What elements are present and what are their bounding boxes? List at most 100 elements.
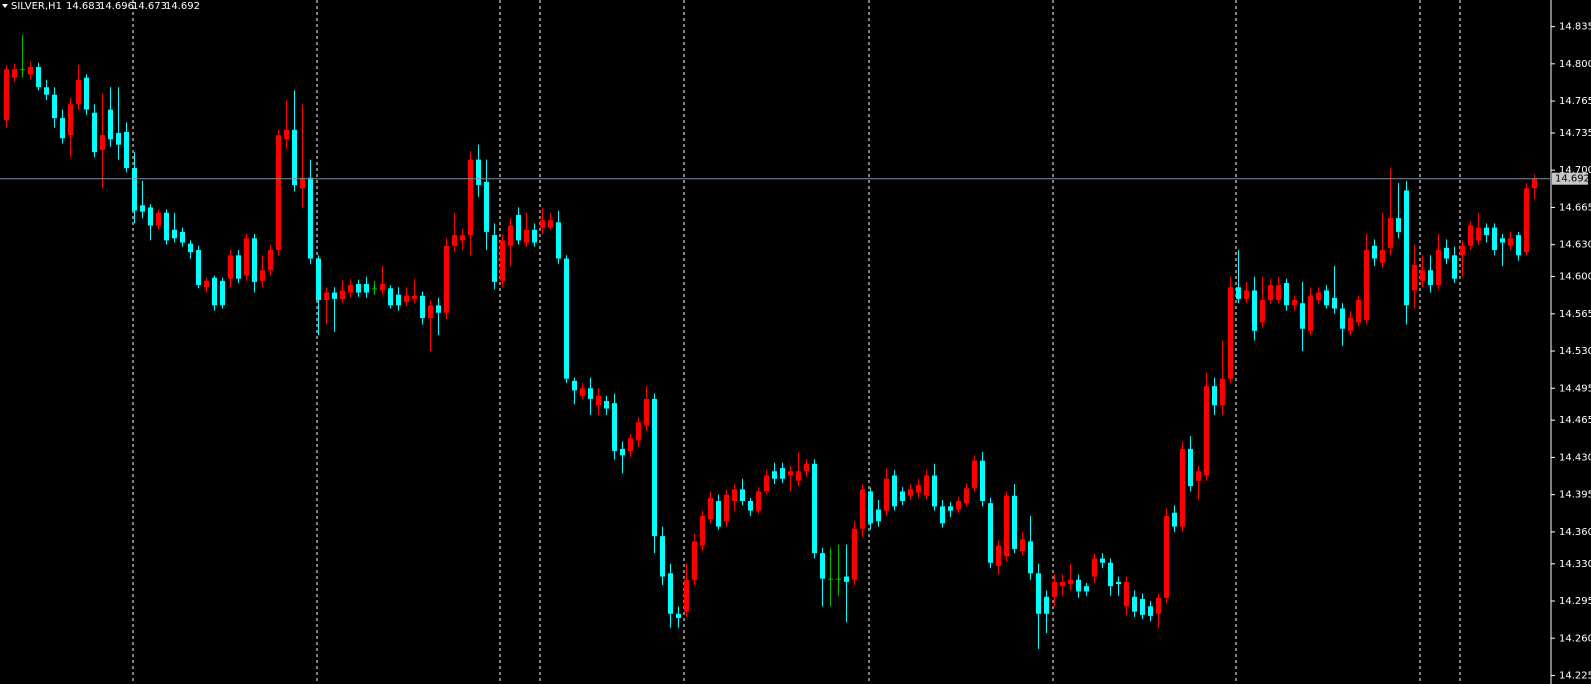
candle-body xyxy=(1124,581,1129,607)
candle-body xyxy=(564,258,569,379)
candle-body xyxy=(1364,249,1369,321)
candle-body xyxy=(484,181,489,232)
y-tick-label: 14.565 xyxy=(1559,309,1591,320)
candle-body xyxy=(964,488,969,504)
candle-body xyxy=(1148,606,1153,616)
candle-body xyxy=(756,491,761,511)
collapse-icon[interactable] xyxy=(2,4,8,8)
candle-body xyxy=(876,509,881,522)
candle-body xyxy=(612,403,617,452)
candle-body xyxy=(548,220,553,228)
candle-body xyxy=(580,388,585,396)
candle-body xyxy=(972,460,977,489)
candle-body xyxy=(460,235,465,241)
candle-body xyxy=(804,463,809,472)
candle-body xyxy=(1276,285,1281,300)
candle-body xyxy=(916,485,921,493)
candle-body xyxy=(932,475,937,507)
candle-body xyxy=(676,613,681,619)
candle-body xyxy=(1028,541,1033,574)
candle-body xyxy=(500,240,505,281)
candle-body xyxy=(1228,287,1233,379)
y-tick-label: 14.225 xyxy=(1559,670,1591,681)
candle-body xyxy=(628,438,633,452)
candle-body xyxy=(1500,238,1505,243)
candle-body xyxy=(1308,295,1313,331)
header-open: 14.683 xyxy=(66,1,101,12)
candle-body xyxy=(844,576,849,582)
candle-body xyxy=(60,118,65,139)
candle-body xyxy=(788,471,793,476)
candle-body xyxy=(1444,247,1449,259)
candle-body xyxy=(1516,235,1521,256)
candle-body xyxy=(44,87,49,95)
candle-body xyxy=(196,249,201,286)
period-separators xyxy=(132,0,1461,684)
candle-body xyxy=(1020,539,1025,552)
candle-body xyxy=(108,109,113,140)
candle-body xyxy=(1372,245,1377,259)
candle-body xyxy=(892,475,897,507)
candle-body xyxy=(172,229,177,239)
candle-body xyxy=(1092,558,1097,577)
candle-body xyxy=(620,448,625,456)
candle-body xyxy=(1084,586,1089,592)
candle-body xyxy=(364,284,369,293)
candle-body xyxy=(28,67,33,75)
candle-body xyxy=(1156,597,1161,614)
candle-body xyxy=(356,284,361,293)
candle-body xyxy=(1532,178,1537,189)
candle-body xyxy=(1164,515,1169,598)
candle-body xyxy=(1100,558,1105,563)
candle-body xyxy=(1236,287,1241,299)
candle-body xyxy=(100,135,105,150)
candle-body xyxy=(1172,512,1177,527)
candle-body xyxy=(284,129,289,140)
candle-body xyxy=(52,94,57,119)
candle-body xyxy=(852,528,857,580)
candle-body xyxy=(276,135,281,250)
candle-body xyxy=(1252,290,1257,331)
candle-body xyxy=(748,501,753,511)
candle-body xyxy=(644,398,649,426)
candle-body xyxy=(636,422,641,441)
candle-body xyxy=(12,69,17,78)
candle-body xyxy=(1260,299,1265,323)
candle-body xyxy=(252,238,257,282)
candle-body xyxy=(1452,255,1457,279)
candle-body xyxy=(1468,225,1473,246)
candle-body xyxy=(204,280,209,288)
candle-body xyxy=(732,489,737,502)
candle-body xyxy=(468,159,473,236)
header-low: 14.673 xyxy=(132,1,167,12)
candle-body xyxy=(1284,282,1289,306)
candle-body xyxy=(1076,579,1081,592)
y-tick-label: 14.700 xyxy=(1559,165,1591,176)
candle-body xyxy=(996,545,1001,566)
candle-body xyxy=(1484,227,1489,236)
candle-body xyxy=(820,553,825,579)
candle-body xyxy=(700,515,705,546)
candle-body xyxy=(1140,598,1145,615)
y-tick-label: 14.330 xyxy=(1559,559,1591,570)
candle-body xyxy=(1300,303,1305,329)
candle-body xyxy=(812,463,817,554)
candle-body xyxy=(308,177,313,259)
candle-body xyxy=(668,573,673,614)
candle-body xyxy=(116,132,121,145)
candle-body xyxy=(692,541,697,580)
candle-body xyxy=(92,112,97,153)
candle-body xyxy=(300,177,305,189)
candle-body xyxy=(1428,270,1433,286)
y-tick-label: 14.765 xyxy=(1559,96,1591,107)
candle-body xyxy=(412,295,417,299)
candle-body xyxy=(292,129,297,186)
candle-body xyxy=(444,245,449,313)
candle-body xyxy=(220,280,225,306)
candle-body xyxy=(132,168,137,211)
candle-body xyxy=(764,475,769,492)
candle-body xyxy=(348,285,353,293)
candle-body xyxy=(164,212,169,241)
